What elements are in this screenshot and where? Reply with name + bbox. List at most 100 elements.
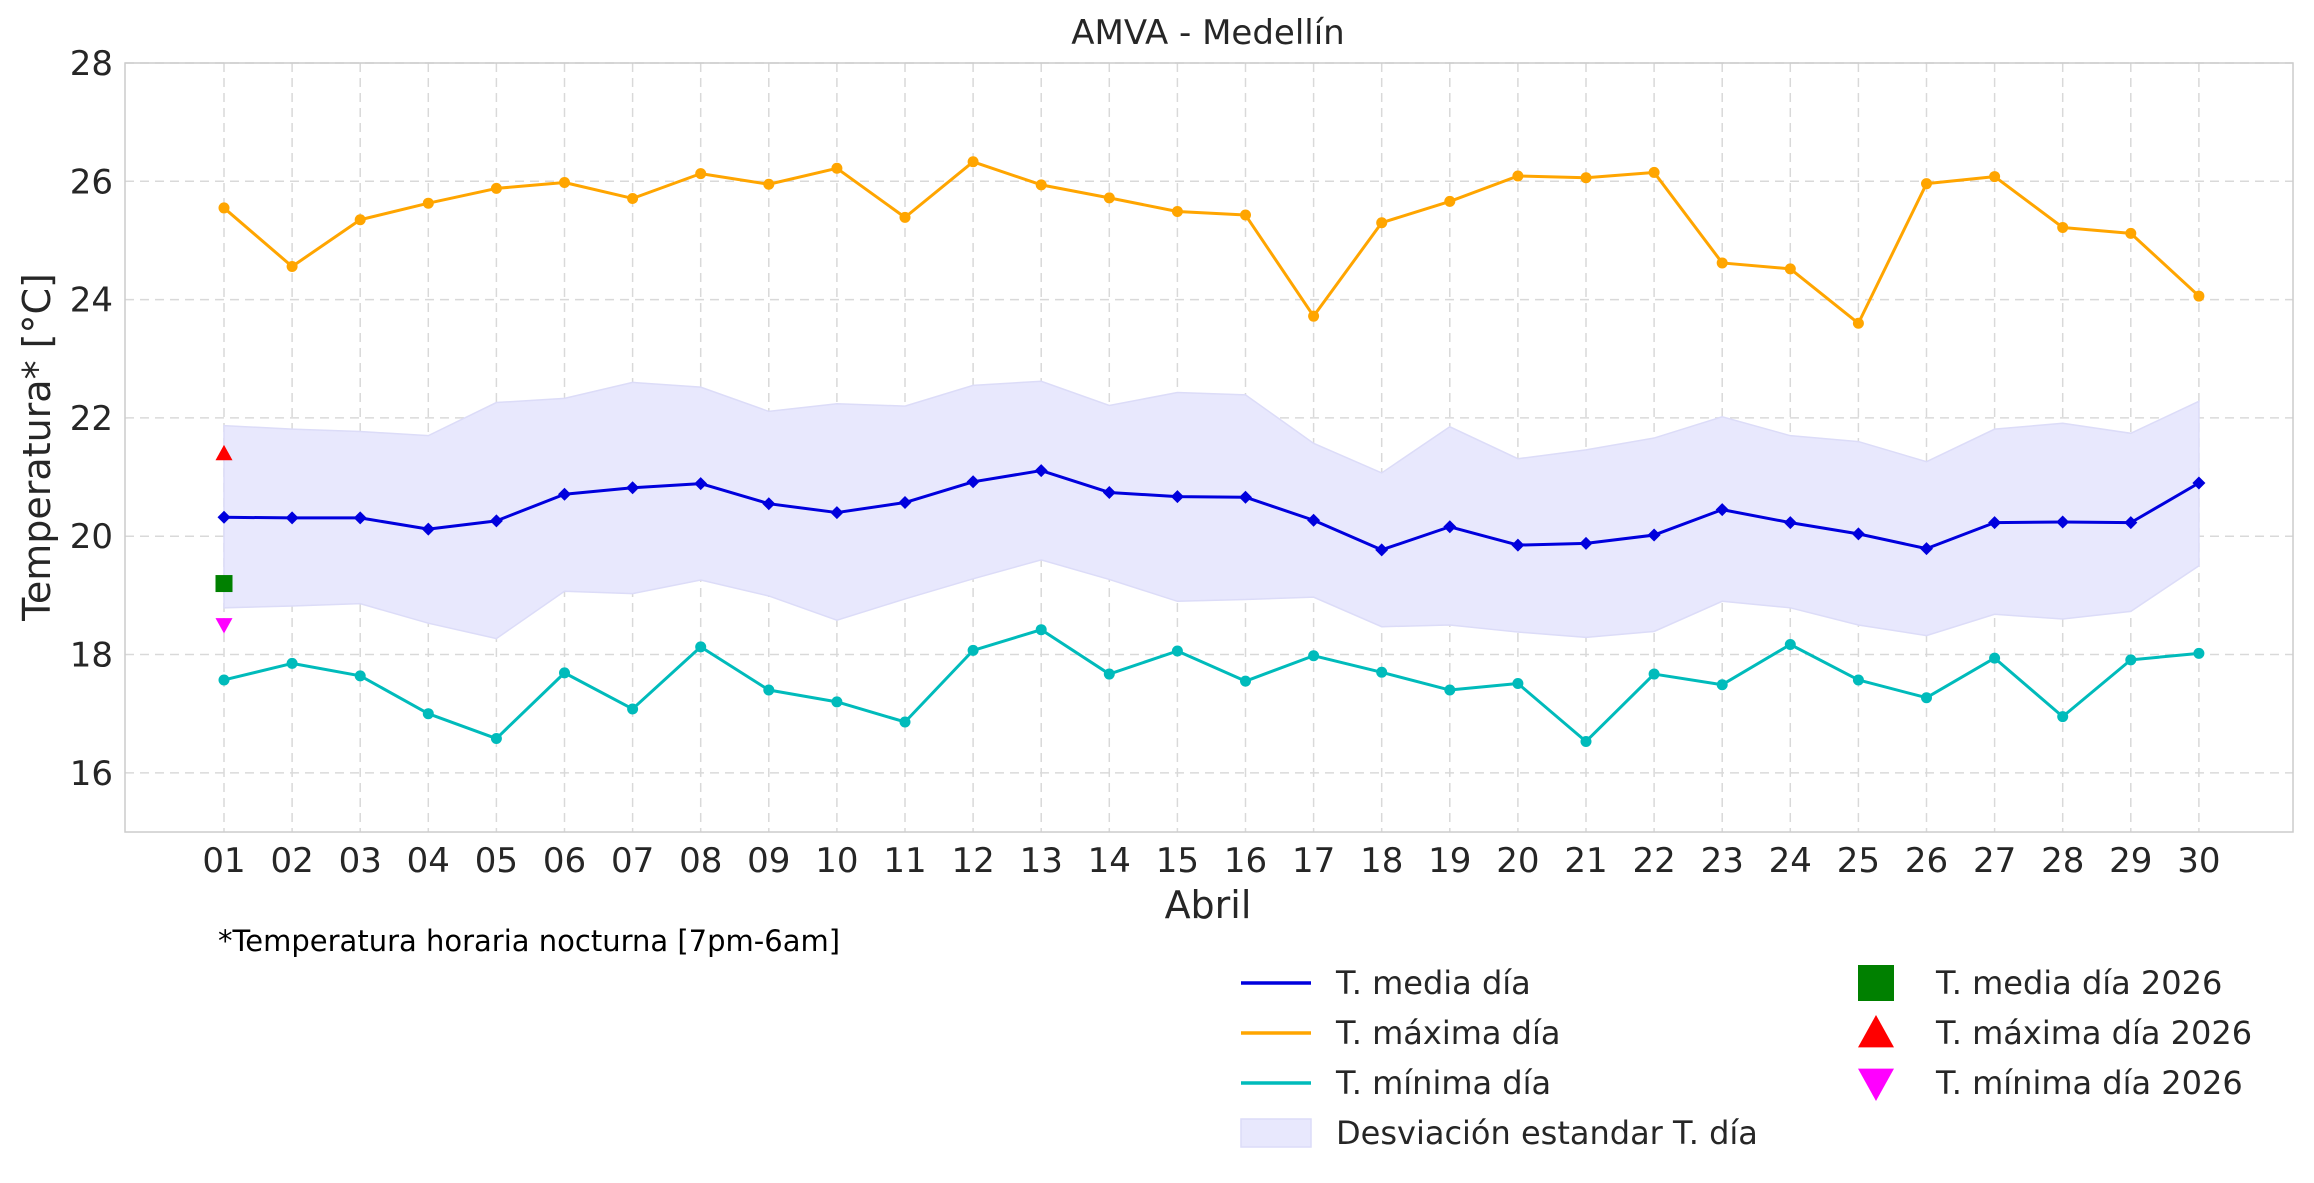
t-maxima-dia-point [763, 178, 775, 190]
x-tick-label: 22 [1632, 841, 1675, 881]
t-minima-dia-point [559, 667, 570, 679]
legend-swatch [1858, 965, 1894, 1001]
x-tick-label: 21 [1564, 841, 1607, 881]
t-minima-dia-point [763, 684, 775, 696]
t-media-dia-point [830, 506, 844, 520]
t-minima-dia-point [1512, 678, 1524, 690]
t-media-dia-point [1920, 542, 1933, 556]
t-minima-dia-point [1444, 684, 1456, 696]
t-minima-dia-point [1989, 652, 2001, 664]
t-maxima-dia-point [1035, 179, 1047, 191]
t-maxima-dia-point [1171, 205, 1183, 217]
t-maxima-dia-point [2057, 221, 2069, 233]
legend-item-t-minima-dia: T. mínima día [1241, 1064, 1551, 1102]
t-media-dia-point [2192, 476, 2206, 490]
x-tick-label: 01 [202, 841, 245, 881]
series-t-minima-dia [218, 624, 2205, 747]
t-minima-dia-point [1852, 674, 1864, 686]
x-tick-label: 14 [1088, 841, 1131, 881]
t-minima-dia-point [695, 641, 707, 653]
y-tick-label: 20 [70, 517, 113, 557]
legend-label: T. media día 2026 [1935, 964, 2222, 1002]
x-tick-label: 15 [1156, 841, 1199, 881]
t-minima-dia-2026-point [215, 618, 233, 634]
t-minima-dia-point [1035, 624, 1047, 636]
t-maxima-dia-point [286, 260, 298, 272]
x-tick-label: 07 [611, 841, 654, 881]
x-tick-label: 25 [1837, 841, 1880, 881]
t-maxima-dia-2026-point [215, 444, 233, 461]
t-minima-dia-point [2057, 711, 2069, 723]
legend-label: T. máxima día 2026 [1935, 1014, 2252, 1052]
y-tick-labels: 16 18 20 22 24 26 28 [70, 44, 113, 794]
t-minima-dia-point [1580, 735, 1592, 747]
t-minima-dia-point [354, 670, 366, 682]
x-tick-label: 27 [1973, 841, 2016, 881]
t-media-dia-point [2124, 516, 2138, 530]
t-media-dia-point [353, 511, 367, 525]
x-tick-label: 17 [1292, 841, 1335, 881]
t-minima-dia-point [422, 708, 434, 720]
t-media-dia-point [694, 477, 708, 491]
t-media-dia-point [1783, 516, 1797, 530]
x-tick-label: 29 [2109, 841, 2152, 881]
t-media-dia-point [217, 510, 231, 524]
t-media-dia-point [1715, 503, 1729, 517]
t-minima-dia-point [2193, 647, 2205, 659]
x-tick-label: 16 [1224, 841, 1267, 881]
footnote: *Temperatura horaria nocturna [7pm-6am] [218, 924, 840, 958]
t-maxima-dia-point [1989, 171, 2001, 183]
t-media-dia-point [285, 511, 299, 525]
t-media-dia-line [223, 469, 2200, 552]
t-maxima-dia-point [831, 162, 843, 174]
t-maxima-dia-point [1444, 195, 1456, 207]
x-tick-label: 11 [883, 841, 926, 881]
t-minima-dia-point [218, 674, 230, 686]
legend-item-desviacion-estandar-t-dia: Desviación estandar T. día [1240, 1114, 1758, 1152]
x-tick-label: 09 [747, 841, 790, 881]
t-media-dia-point [1851, 527, 1865, 541]
x-tick-label: 24 [1769, 841, 1812, 881]
t-maxima-dia-point [1376, 217, 1388, 229]
t-minima-dia-point [899, 716, 911, 728]
series-t-media-dia [217, 464, 2206, 557]
x-tick-label: 20 [1496, 841, 1539, 881]
legend: T. media día T. máxima día T. mínima día De… [1240, 964, 2252, 1152]
y-axis-label: Temperatura* [°C] [15, 273, 59, 622]
t-media-dia-point [1647, 528, 1661, 542]
t-maxima-dia-point [1716, 257, 1728, 269]
t-maxima-dia-point [422, 197, 434, 209]
t-maxima-dia-point [899, 211, 911, 223]
t-media-dia-point [1102, 485, 1116, 499]
legend-swatch [1858, 1068, 1894, 1101]
legend-label: T. mínima día [1335, 1064, 1551, 1102]
t-minima-dia-point [1648, 668, 1660, 680]
t-maxima-dia-point [354, 214, 366, 226]
t-maxima-dia-point [218, 202, 230, 214]
legend-item-t-media-dia: T. media día [1241, 964, 1531, 1002]
x-tick-label: 28 [2041, 841, 2084, 881]
t-media-dia-point [1443, 520, 1457, 534]
x-tick-label: 03 [339, 841, 382, 881]
t-minima-dia-point [1921, 692, 1932, 704]
t-maxima-dia-point [1308, 310, 1320, 322]
x-tick-label: 19 [1428, 841, 1471, 881]
x-tick-label: 02 [270, 841, 313, 881]
t-media-dia-point [1375, 543, 1389, 557]
x-tick-labels: 01 02 03 04 05 06 07 08 09 10 11 12 13 14 15 16 17 18 19 20… [202, 841, 2220, 881]
t-maxima-dia-point [1852, 317, 1864, 329]
t-minima-dia-point [1376, 666, 1388, 678]
t-maxima-dia-point [1580, 172, 1592, 184]
t-minima-dia-point [1171, 645, 1183, 657]
t-minima-dia-point [490, 733, 502, 745]
t-media-dia-point [898, 496, 912, 510]
t-minima-dia-point [1240, 675, 1251, 687]
t-media-dia-point [421, 522, 435, 536]
y-tick-label: 24 [70, 281, 113, 321]
t-maxima-dia-point [1512, 170, 1524, 182]
x-tick-label: 30 [2177, 841, 2220, 881]
t-maxima-dia-point [490, 182, 502, 194]
points-2026-layer [215, 444, 233, 634]
chart-title: AMVA - Medellín [1071, 13, 1344, 53]
